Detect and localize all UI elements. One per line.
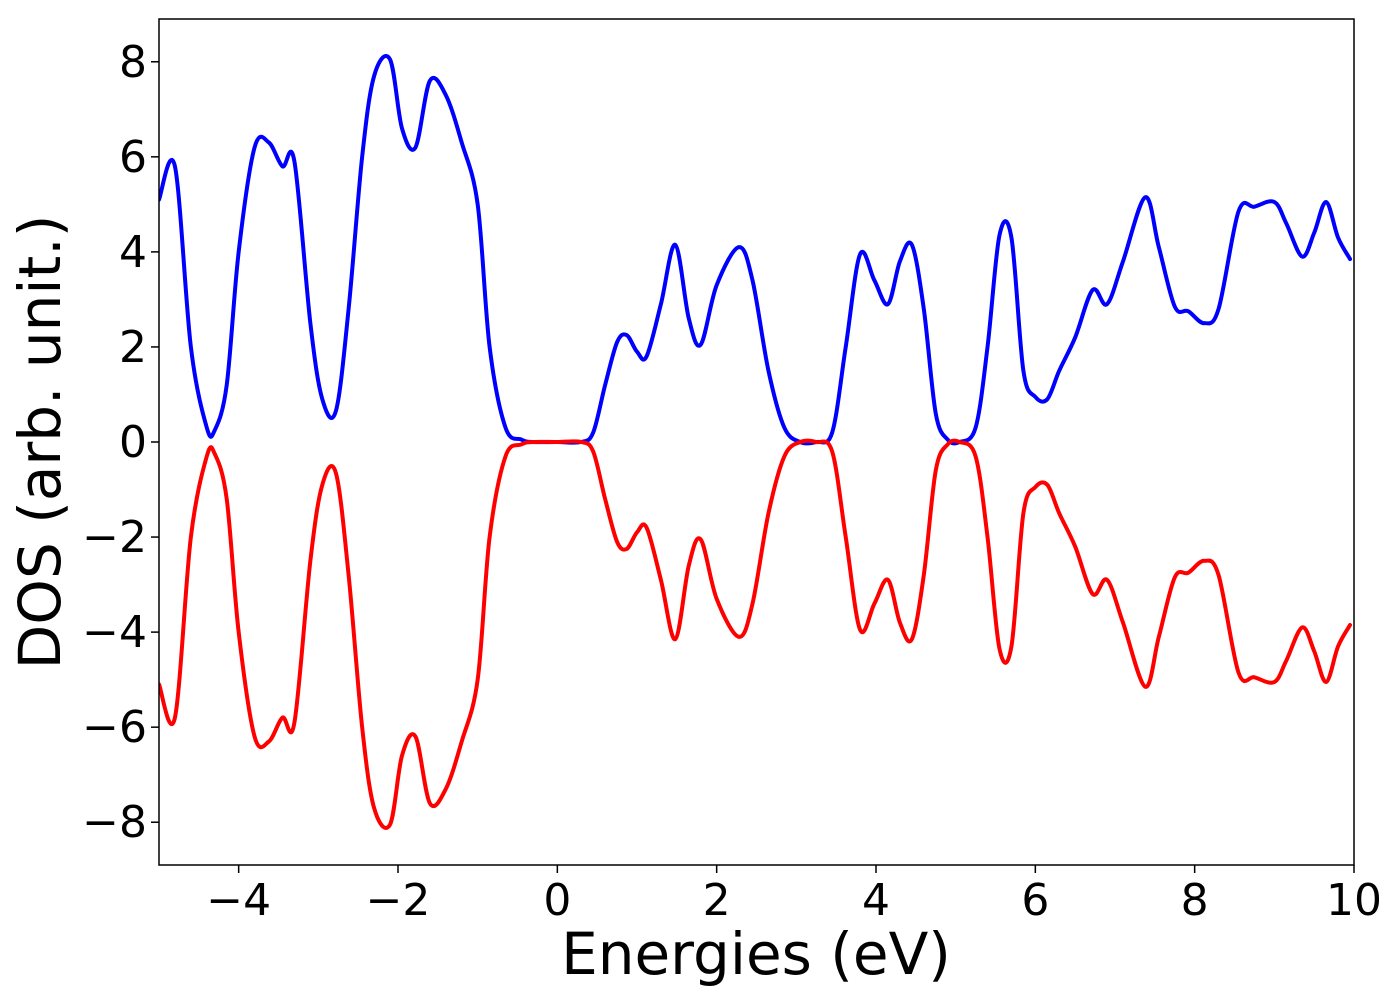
y-axis-label: DOS (arb. unit.): [6, 215, 74, 670]
y-tick-label: 6: [119, 132, 147, 183]
series-layer: [159, 54, 1353, 830]
x-axis-label: Energies (eV): [561, 920, 951, 988]
x-tick-label: 2: [703, 875, 731, 926]
y-tick-label: 0: [119, 417, 147, 468]
x-tick-label: −4: [206, 875, 271, 926]
x-tick-label: 8: [1181, 875, 1209, 926]
y-tick-label: −8: [82, 797, 147, 848]
x-tick-label: 4: [862, 875, 890, 926]
y-tick-label: 2: [119, 322, 147, 373]
x-tick-label: 10: [1326, 875, 1382, 926]
y-axis: 8 6 4 2 0 −2 −4 −6 −8: [82, 37, 159, 848]
x-tick-label: 6: [1021, 875, 1049, 926]
x-tick-label: 0: [543, 875, 571, 926]
series-line-1: [159, 54, 1353, 446]
y-tick-label: −2: [82, 512, 147, 563]
y-tick-label: 8: [119, 37, 147, 88]
series-line-2: [159, 438, 1353, 830]
x-axis: −4 −2 0 2 4 6 8 10: [206, 865, 1382, 926]
y-tick-label: 4: [119, 227, 147, 278]
y-tick-label: −4: [82, 607, 147, 658]
x-tick-label: −2: [366, 875, 431, 926]
plot-background: [159, 19, 1354, 865]
y-tick-label: −6: [82, 702, 147, 753]
